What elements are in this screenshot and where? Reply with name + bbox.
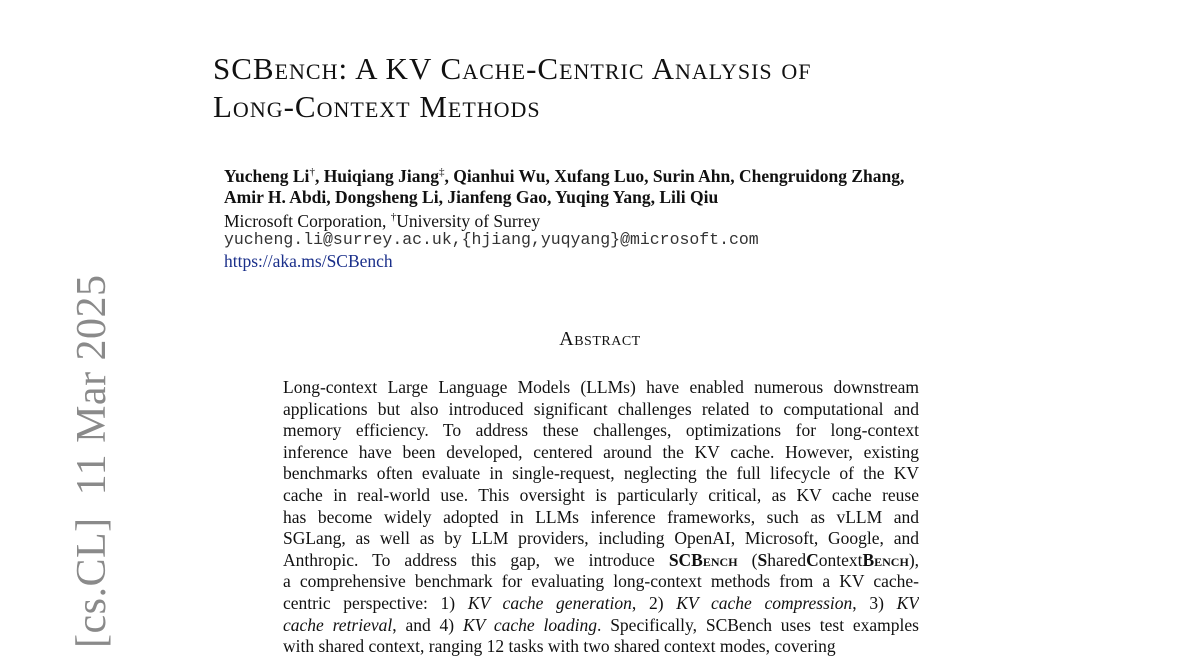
abstract-line: a comprehensive benchmark for evaluating… <box>283 571 919 593</box>
abstract-line: SGLang, as well as by LLM providers, inc… <box>283 528 919 550</box>
abstract-text: inference have been developed, centered … <box>283 441 919 462</box>
arxiv-stamp: [cs.CL] 11 Mar 2025 <box>68 252 116 648</box>
abstract-text: KV <box>896 592 919 613</box>
affiliation-mark: † <box>390 211 397 223</box>
abstract-text: KV cache generation <box>467 592 632 613</box>
abstract-text: ( <box>737 549 758 570</box>
abstract-line: with shared context, ranging 12 tasks wi… <box>283 636 919 658</box>
arxiv-date: 11 Mar 2025 <box>69 274 115 496</box>
paper-title: SCBench: A KV Cache-Centric Analysis of … <box>213 50 812 126</box>
abstract-text: S <box>757 549 768 570</box>
author-list: Yucheng Li†, Huiqiang Jiang‡, Qianhui Wu… <box>224 162 904 209</box>
abstract-line: centric perspective: 1) KV cache generat… <box>283 593 919 615</box>
abstract-text: ), <box>908 549 919 570</box>
abstract-line: cache in real-world use. This oversight … <box>283 485 919 507</box>
abstract-text: with shared context, ranging 12 tasks wi… <box>283 636 836 657</box>
abstract-line: cache retrieval, and 4) KV cache loading… <box>283 615 919 637</box>
abstract-text: applications but also introduced signifi… <box>283 398 919 419</box>
author: , Qianhui Wu, Xufang Luo, Surin Ahn, Che… <box>444 165 905 186</box>
abstract-line: inference have been developed, centered … <box>283 442 919 464</box>
abstract-text: KV cache compression <box>676 592 853 613</box>
abstract-text: Bench <box>862 549 909 570</box>
abstract-text: KV cache loading <box>462 614 597 635</box>
abstract-text: memory efficiency. To address these chal… <box>283 420 919 441</box>
authors-line-1: Yucheng Li†, Huiqiang Jiang‡, Qianhui Wu… <box>224 162 904 187</box>
affiliation-mark: ‡ <box>438 166 445 178</box>
title-line-2: Long-Context Methods <box>213 89 541 124</box>
abstract-text: hared <box>767 549 807 570</box>
authors-line-2: Amir H. Abdi, Dongsheng Li, Jianfeng Gao… <box>224 187 719 208</box>
abstract-body: Long-context Large Language Models (LLMs… <box>283 377 919 658</box>
abstract-text: Anthropic. To address this gap, we intro… <box>283 549 669 570</box>
affiliation-mark: † <box>309 166 315 178</box>
affiliation-org: University of Surrey <box>396 210 541 231</box>
abstract-text: has become widely adopted in LLMs infere… <box>283 506 919 527</box>
abstract-text: ontext <box>818 549 863 570</box>
abstract-text: SCBench <box>668 549 738 570</box>
abstract-text: cache in real-world use. This oversight … <box>283 484 919 505</box>
abstract-text: , 2) <box>631 592 677 613</box>
abstract-text: C <box>806 549 819 570</box>
abstract-line: has become widely adopted in LLMs infere… <box>283 507 919 529</box>
abstract-line: Anthropic. To address this gap, we intro… <box>283 550 919 572</box>
abstract-line: benchmarks often evaluate in single-requ… <box>283 463 919 485</box>
arxiv-category: [cs.CL] <box>69 517 115 648</box>
abstract-text: cache retrieval <box>283 614 393 635</box>
abstract-text: , 3) <box>852 592 897 613</box>
abstract-text: SGLang, as well as by LLM providers, inc… <box>283 528 919 549</box>
author-emails: yucheng.li@surrey.ac.uk,{hjiang,yuqyang}… <box>224 230 759 249</box>
affiliation-org: Microsoft Corporation, <box>224 210 391 231</box>
affiliation: Microsoft Corporation, †University of Su… <box>224 207 540 232</box>
abstract-text: , and 4) <box>392 614 463 635</box>
abstract-line: Long-context Large Language Models (LLMs… <box>283 377 919 399</box>
title-line-1: SCBench: A KV Cache-Centric Analysis of <box>213 51 812 86</box>
abstract-text: . Specifically, SCBench uses test exampl… <box>596 614 919 635</box>
abstract-text: a comprehensive benchmark for evaluating… <box>283 571 919 592</box>
author: , Huiqiang Jiang <box>314 165 439 186</box>
abstract-heading: Abstract <box>559 328 641 350</box>
project-link[interactable]: https://aka.ms/SCBench <box>224 251 393 271</box>
abstract-line: applications but also introduced signifi… <box>283 399 919 421</box>
abstract-text: Long-context Large Language Models (LLMs… <box>283 377 919 397</box>
abstract-text: benchmarks often evaluate in single-requ… <box>283 463 919 484</box>
abstract-text: centric perspective: 1) <box>283 592 468 613</box>
abstract-line: memory efficiency. To address these chal… <box>283 420 919 442</box>
author: Yucheng Li <box>224 165 310 186</box>
